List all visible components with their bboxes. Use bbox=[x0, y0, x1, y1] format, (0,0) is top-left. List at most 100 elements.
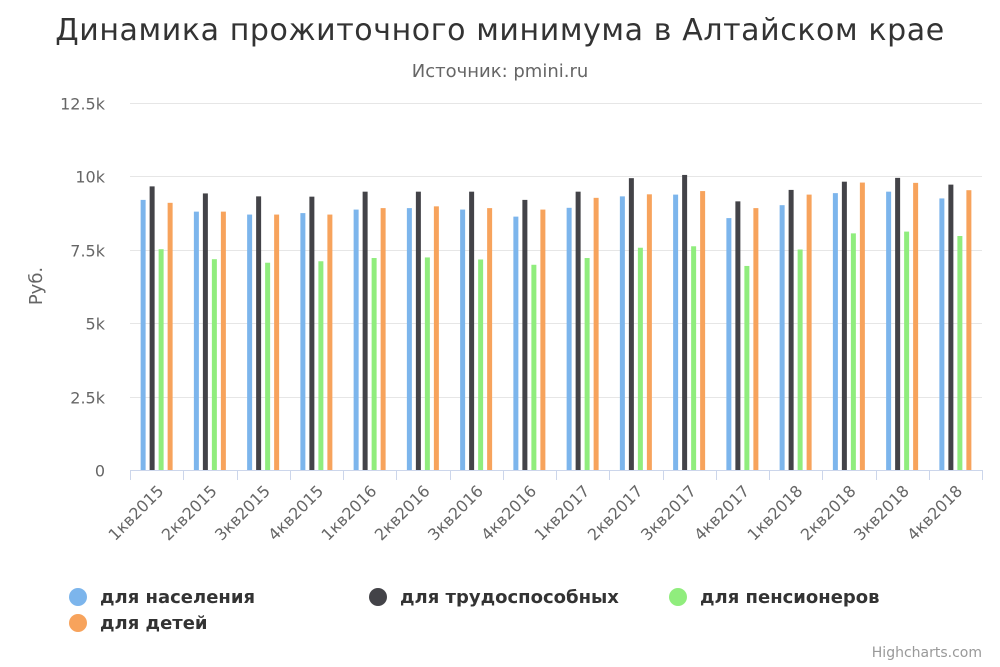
bar-1[interactable] bbox=[619, 196, 625, 470]
bar-4[interactable] bbox=[274, 214, 280, 470]
y-tick-label: 2.5k bbox=[70, 389, 105, 408]
bar-1[interactable] bbox=[673, 194, 679, 470]
bar-4[interactable] bbox=[753, 208, 759, 470]
bar-2[interactable] bbox=[256, 196, 262, 470]
bar-2[interactable] bbox=[309, 196, 315, 471]
bar-3[interactable] bbox=[211, 259, 217, 470]
bar-3[interactable] bbox=[850, 233, 856, 470]
bar-2[interactable] bbox=[788, 189, 794, 471]
bar-2[interactable] bbox=[628, 178, 634, 470]
x-tick-label: 4кв2017 bbox=[690, 481, 753, 544]
x-tick-label: 1кв2015 bbox=[105, 481, 168, 544]
x-axis: 1кв20152кв20153кв20154кв20151кв20162кв20… bbox=[105, 470, 983, 544]
bar-1[interactable] bbox=[886, 191, 892, 470]
bar-1[interactable] bbox=[353, 209, 359, 471]
bar-3[interactable] bbox=[584, 258, 590, 470]
x-tick-label: 3кв2018 bbox=[850, 481, 913, 544]
x-tick-label: 2кв2016 bbox=[371, 481, 434, 544]
bar-1[interactable] bbox=[140, 199, 146, 470]
bar-3[interactable] bbox=[531, 264, 537, 470]
legend-item[interactable]: для пенсионеров bbox=[669, 587, 880, 608]
bar-1[interactable] bbox=[939, 198, 945, 471]
bar-2[interactable] bbox=[841, 181, 847, 470]
x-tick-label: 3кв2015 bbox=[211, 481, 274, 544]
bar-2[interactable] bbox=[469, 191, 475, 470]
legend-marker bbox=[69, 614, 87, 632]
credits[interactable]: Highcharts.com bbox=[872, 645, 982, 661]
y-axis-ticks: 0 2.5k 5k 7.5k 10k 12.5k bbox=[60, 95, 106, 481]
bar-1[interactable] bbox=[566, 207, 572, 471]
x-tick-label: 4кв2015 bbox=[264, 481, 327, 544]
bar-4[interactable] bbox=[220, 211, 226, 470]
legend-marker bbox=[669, 588, 687, 606]
bar-3[interactable] bbox=[637, 247, 643, 470]
bar-2[interactable] bbox=[682, 174, 688, 470]
bar-4[interactable] bbox=[327, 214, 333, 470]
y-axis-title: Руб. bbox=[26, 267, 47, 305]
legend-label: для трудоспособных bbox=[400, 587, 619, 608]
bar-2[interactable] bbox=[149, 186, 155, 471]
bar-4[interactable] bbox=[593, 197, 599, 470]
x-tick-label: 2кв2018 bbox=[797, 481, 860, 544]
legend-label: для детей bbox=[100, 613, 208, 634]
bar-3[interactable] bbox=[744, 265, 750, 470]
bar-2[interactable] bbox=[735, 201, 741, 470]
bar-4[interactable] bbox=[433, 206, 439, 470]
bar-4[interactable] bbox=[540, 209, 546, 471]
x-tick-label: 3кв2017 bbox=[637, 481, 700, 544]
bar-4[interactable] bbox=[380, 208, 386, 470]
bar-3[interactable] bbox=[478, 259, 484, 470]
x-tick-label: 3кв2016 bbox=[424, 481, 487, 544]
bar-4[interactable] bbox=[913, 182, 919, 471]
bar-1[interactable] bbox=[513, 216, 519, 470]
bar-4[interactable] bbox=[966, 190, 972, 470]
y-tick-label: 10k bbox=[75, 168, 105, 187]
bar-4[interactable] bbox=[167, 202, 173, 470]
legend-item[interactable]: для населения bbox=[69, 587, 255, 608]
bar-3[interactable] bbox=[424, 257, 430, 470]
bar-3[interactable] bbox=[904, 231, 910, 470]
bar-1[interactable] bbox=[726, 218, 732, 470]
bar-2[interactable] bbox=[202, 193, 208, 470]
bar-1[interactable] bbox=[460, 209, 466, 471]
legend[interactable]: для населения для трудоспособных для пенси… bbox=[69, 587, 880, 634]
bar-3[interactable] bbox=[265, 262, 271, 470]
bars bbox=[140, 174, 972, 471]
bar-4[interactable] bbox=[487, 208, 493, 470]
y-tick-label: 0 bbox=[95, 462, 105, 481]
bar-3[interactable] bbox=[797, 249, 803, 470]
bar-1[interactable] bbox=[406, 208, 412, 470]
bar-1[interactable] bbox=[300, 213, 306, 470]
bar-2[interactable] bbox=[415, 191, 421, 470]
bar-3[interactable] bbox=[158, 249, 164, 470]
legend-item[interactable]: для детей bbox=[69, 613, 208, 634]
grid bbox=[130, 103, 982, 398]
legend-label: для населения bbox=[100, 587, 255, 608]
bar-4[interactable] bbox=[646, 194, 652, 470]
x-tick-label: 2кв2015 bbox=[158, 481, 221, 544]
bar-2[interactable] bbox=[522, 199, 528, 470]
bar-3[interactable] bbox=[957, 236, 963, 470]
bar-2[interactable] bbox=[895, 177, 901, 471]
legend-marker bbox=[69, 588, 87, 606]
bar-1[interactable] bbox=[779, 205, 785, 471]
bar-4[interactable] bbox=[859, 182, 865, 470]
bar-1[interactable] bbox=[247, 214, 253, 470]
legend-marker bbox=[369, 588, 387, 606]
bar-3[interactable] bbox=[318, 261, 324, 470]
legend-item[interactable]: для трудоспособных bbox=[369, 587, 619, 608]
x-tick-label: 1кв2018 bbox=[744, 481, 807, 544]
bar-1[interactable] bbox=[193, 211, 199, 470]
x-tick-label: 2кв2017 bbox=[584, 481, 647, 544]
bar-2[interactable] bbox=[948, 184, 954, 471]
bar-3[interactable] bbox=[691, 246, 697, 470]
bar-3[interactable] bbox=[371, 258, 377, 470]
bar-4[interactable] bbox=[806, 194, 812, 470]
y-tick-label: 5k bbox=[86, 315, 106, 334]
bar-4[interactable] bbox=[700, 191, 706, 470]
bar-2[interactable] bbox=[575, 191, 581, 470]
bar-1[interactable] bbox=[832, 193, 838, 470]
x-tick-label: 1кв2016 bbox=[318, 481, 381, 544]
bar-2[interactable] bbox=[362, 191, 368, 470]
